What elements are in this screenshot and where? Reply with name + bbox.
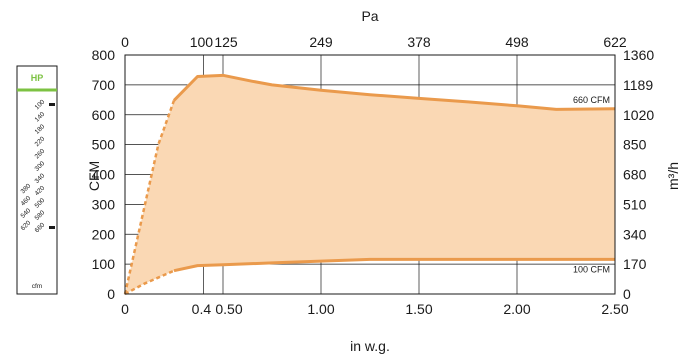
plot-area: 0 0.4 0.50 1.00 1.50 2.00 2.50 0 100 200 300 400 50… bbox=[92, 34, 655, 317]
y-tick-label: 300 bbox=[92, 196, 116, 212]
x-axis-title: in w.g. bbox=[350, 338, 390, 354]
gauge-marker bbox=[49, 226, 55, 229]
top-tick-label: 622 bbox=[603, 34, 627, 50]
right-tick-label: 1020 bbox=[623, 107, 654, 123]
curve-labels: 660 CFM 100 CFM bbox=[573, 95, 610, 275]
x-tick-label: 1.00 bbox=[307, 301, 334, 317]
curves bbox=[123, 73, 616, 296]
speed-gauge: HP cfm 100140180220260300340420500580660… bbox=[16, 65, 58, 295]
operating-area bbox=[125, 75, 615, 294]
right-tick-label: 510 bbox=[623, 196, 647, 212]
y-tick-label: 200 bbox=[92, 226, 116, 242]
y-tick-label: 100 bbox=[92, 256, 116, 272]
curve-solid-0 bbox=[172, 73, 616, 111]
right-tick-label: 0 bbox=[623, 286, 631, 302]
y-tick-label: 0 bbox=[107, 286, 115, 302]
y-tick-label: 600 bbox=[92, 107, 116, 123]
y-tick-label: 500 bbox=[92, 137, 116, 153]
x-tick-label: 0 bbox=[121, 301, 129, 317]
top-tick-label: 249 bbox=[309, 34, 333, 50]
curve-dashed-0 bbox=[123, 99, 176, 295]
gauge-marker bbox=[49, 103, 55, 106]
x-tick-label: 0.4 bbox=[192, 301, 212, 317]
top-tick-label: 498 bbox=[505, 34, 529, 50]
right-ticks: 0 170 340 510 680 850 1020 1189 1360 bbox=[623, 47, 654, 302]
top-tick-label: 0 bbox=[121, 34, 129, 50]
y-axis-title: CFM bbox=[86, 161, 102, 191]
x-tick-label: 1.50 bbox=[405, 301, 432, 317]
right-tick-label: 1360 bbox=[623, 47, 654, 63]
top-ticks: 0 100 125 249 378 498 622 bbox=[121, 34, 627, 50]
right-tick-label: 340 bbox=[623, 226, 647, 242]
right-tick-label: 1189 bbox=[623, 77, 653, 93]
x-tick-label: 2.00 bbox=[503, 301, 530, 317]
right-tick-label: 850 bbox=[623, 137, 647, 153]
top-tick-label: 125 bbox=[214, 34, 238, 50]
right-tick-label: 680 bbox=[623, 167, 647, 183]
right-axis-title: m³/h bbox=[665, 162, 681, 190]
curve-label-100: 100 CFM bbox=[573, 264, 610, 274]
x-tick-label: 0.50 bbox=[215, 301, 242, 317]
y-ticks: 0 100 200 300 400 500 600 700 800 bbox=[92, 47, 116, 302]
plot-frame bbox=[124, 54, 616, 295]
curve-solid-1 bbox=[173, 257, 615, 273]
y-tick-label: 700 bbox=[92, 77, 116, 93]
gauge-title: HP bbox=[31, 73, 44, 83]
y-tick-label: 400 bbox=[92, 167, 116, 183]
x-tick-label: 2.50 bbox=[601, 301, 628, 317]
gauge-unit: cfm bbox=[32, 283, 42, 290]
right-tick-label: 170 bbox=[623, 256, 647, 272]
y-tick-label: 800 bbox=[92, 47, 116, 63]
curve-label-660: 660 CFM bbox=[573, 95, 610, 105]
top-axis-title: Pa bbox=[361, 8, 378, 24]
curve-dashed-1 bbox=[124, 269, 175, 296]
x-ticks: 0 0.4 0.50 1.00 1.50 2.00 2.50 bbox=[121, 301, 629, 317]
top-tick-label: 100 bbox=[190, 34, 214, 50]
top-tick-label: 378 bbox=[407, 34, 431, 50]
